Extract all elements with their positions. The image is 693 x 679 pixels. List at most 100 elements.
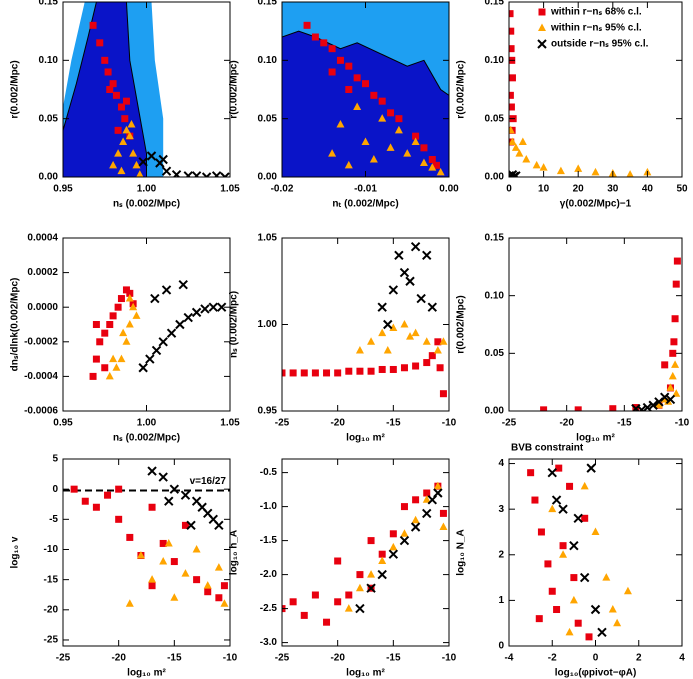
point	[125, 599, 134, 607]
point	[161, 166, 172, 176]
point	[105, 371, 114, 380]
point	[129, 302, 138, 311]
point	[509, 137, 517, 145]
point	[328, 45, 336, 53]
point	[201, 172, 212, 177]
y-tick-label: 0.0002	[27, 267, 58, 278]
y-axis-label: r(0.002/Mpc)	[456, 60, 467, 118]
point	[121, 115, 129, 123]
y-tick-label: -10	[44, 544, 59, 555]
point	[419, 158, 428, 166]
point	[183, 312, 193, 323]
point	[115, 515, 123, 523]
point	[353, 102, 362, 110]
x-tick-label: -10	[442, 418, 457, 429]
point	[114, 149, 123, 157]
point	[406, 332, 415, 340]
y-tick-label: -0.0006	[24, 406, 58, 417]
point	[509, 45, 515, 53]
plot-area	[282, 481, 448, 626]
plot-area	[89, 280, 227, 380]
point	[428, 352, 436, 360]
point	[136, 551, 145, 559]
axes-frame	[508, 1, 683, 178]
point	[569, 595, 578, 604]
point	[573, 513, 583, 524]
point	[112, 363, 121, 371]
point	[386, 143, 395, 151]
point	[522, 155, 531, 163]
y-tick-label: 1	[498, 595, 504, 606]
x-tick-label: 0.95	[53, 418, 73, 429]
point	[389, 365, 397, 373]
point	[148, 503, 156, 511]
point	[378, 328, 387, 337]
point	[191, 307, 202, 318]
point	[558, 504, 568, 514]
point	[303, 21, 311, 29]
point	[345, 591, 353, 599]
point	[574, 164, 583, 172]
point	[104, 68, 112, 76]
point	[556, 166, 565, 175]
y-tick-label: -1.0	[260, 501, 278, 512]
plot-area	[282, 2, 449, 177]
point	[175, 319, 185, 330]
x-tick-label: -20	[330, 418, 345, 429]
point	[378, 114, 387, 122]
point	[422, 250, 432, 261]
point	[109, 312, 117, 320]
panel: -25 -20 -15 -10 0.95 1.00 1.05 log₁₀ m² nₛ (0.00…	[229, 233, 457, 444]
point	[427, 302, 438, 312]
point	[548, 504, 557, 513]
point	[540, 406, 548, 411]
panel: -25 -20 -15 -10 -3.0 -2.5 -2.0 -1.5 -1.0 -0.5 log₁…	[229, 458, 457, 679]
point	[289, 598, 297, 606]
point	[147, 466, 157, 476]
point	[311, 591, 319, 599]
x-axis-label: nₛ (0.002/Mpc)	[113, 199, 180, 210]
point	[148, 575, 157, 583]
plot-area	[527, 463, 632, 641]
legend-label: within r−nₛ 68% c.l.	[550, 7, 642, 18]
y-tick-label: -20	[44, 604, 59, 615]
point	[433, 345, 442, 354]
point	[122, 337, 131, 345]
point	[591, 167, 600, 176]
point	[378, 365, 386, 373]
point	[323, 618, 331, 626]
point	[378, 97, 386, 105]
point	[433, 488, 443, 498]
y-tick-label: 0.05	[39, 113, 59, 124]
y-tick-label: 0.10	[258, 55, 278, 66]
point	[138, 157, 148, 167]
point	[531, 496, 539, 504]
point	[220, 582, 228, 590]
point	[191, 171, 202, 177]
point	[367, 570, 376, 578]
y-tick-label: 0.0004	[27, 233, 58, 244]
point	[334, 557, 342, 565]
x-tick-label: 20	[573, 184, 585, 195]
point	[328, 68, 336, 76]
point	[356, 571, 364, 579]
point	[125, 320, 134, 328]
x-tick-label: 50	[676, 184, 688, 195]
point	[518, 137, 527, 145]
point	[101, 56, 109, 64]
point	[369, 155, 378, 163]
point	[220, 599, 229, 607]
point	[669, 349, 677, 357]
point	[439, 337, 448, 345]
point	[432, 161, 440, 169]
x-tick-label: 2	[636, 653, 642, 664]
point	[127, 120, 136, 128]
point	[328, 149, 337, 157]
legend-marker	[537, 39, 547, 49]
point	[411, 328, 420, 337]
point	[553, 606, 561, 614]
point	[101, 329, 109, 337]
point	[345, 367, 353, 375]
point	[399, 535, 410, 546]
